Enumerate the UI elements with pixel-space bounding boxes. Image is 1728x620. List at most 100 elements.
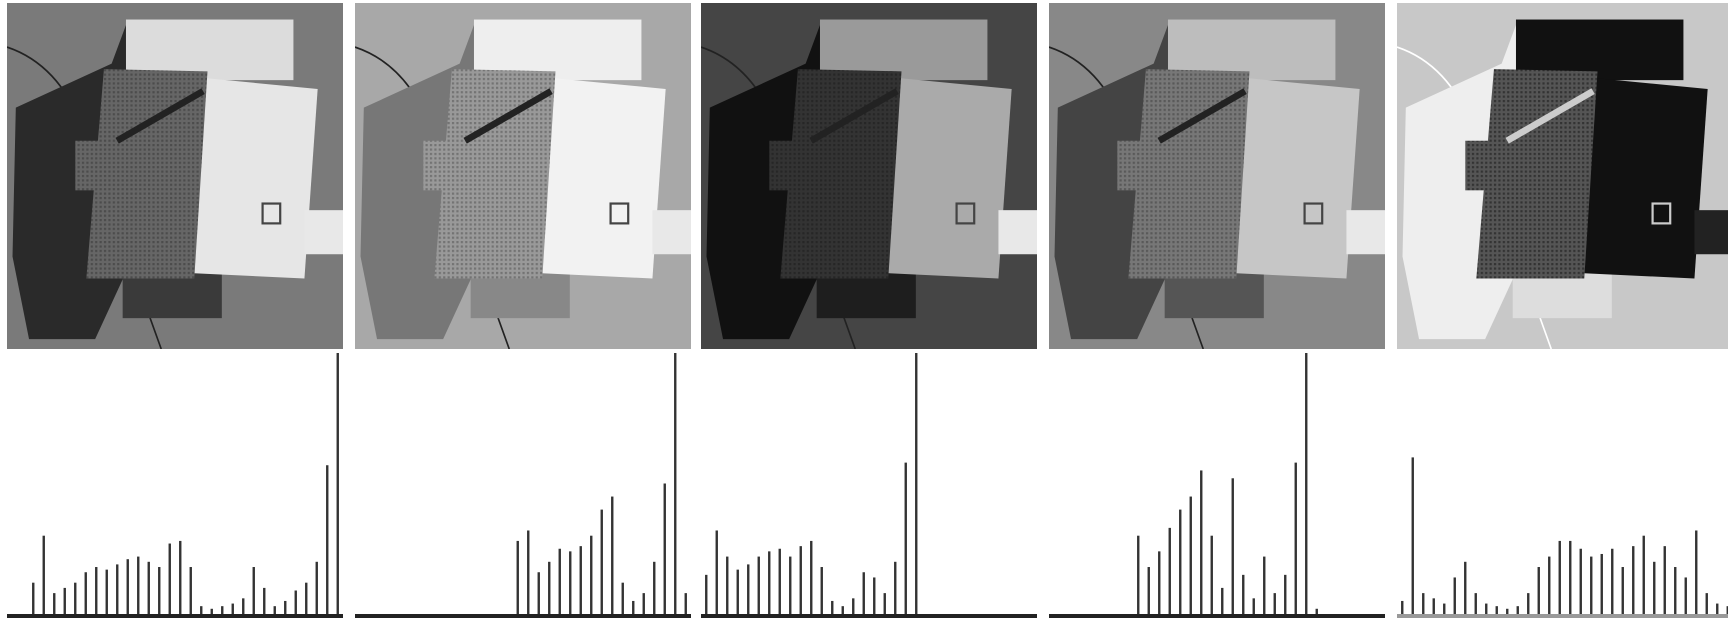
histogram-bar [1401,600,1404,614]
histogram-bar [1189,496,1192,614]
chimney-shadow [1505,88,1595,144]
histogram-bar [294,590,297,614]
histogram-bar [1600,553,1603,614]
histogram-bar [305,582,308,614]
top-roof [819,19,988,81]
driveway [304,210,343,255]
aerial-photo [7,3,343,349]
histogram-bar [126,559,129,614]
histogram-bar [63,587,66,614]
histogram-bar [42,535,45,614]
histogram-bar [1422,593,1425,614]
chimney-shadow [1157,88,1247,144]
aerial-photo [1049,3,1385,349]
histogram-bar [1537,567,1540,614]
histogram-bar [1726,606,1728,614]
histogram-bar [642,593,645,614]
skylight [1651,202,1672,225]
histogram-bar [1506,608,1509,614]
histogram-bar [1252,598,1255,614]
histogram-bar [684,593,687,614]
histogram-bar [1674,567,1677,614]
right-roof [1578,77,1708,279]
histogram-bar [653,561,656,614]
histogram-bar [1579,548,1582,614]
histogram-bar [883,593,886,614]
histogram-bar [336,353,339,614]
left-roof [86,69,208,279]
histogram-bar [726,556,729,614]
histogram-bar [516,540,519,614]
histogram-bar [1705,593,1708,614]
histogram-bar [904,462,907,614]
roof-wing [1465,140,1510,191]
histogram-bar [590,535,593,614]
histogram-bar [1221,587,1224,614]
histogram-bar [284,600,287,614]
roof-wing [75,140,120,191]
left-roof [1128,69,1250,279]
histogram-bar [273,606,276,614]
top-roof [1515,19,1684,81]
histogram-bar [820,567,823,614]
histogram-bar [95,567,98,614]
histogram-bar [778,548,781,614]
histogram-bar [558,548,561,614]
right-roof [536,77,666,279]
histogram-bar [1147,567,1150,614]
histogram-bar [189,567,192,614]
baseline [1397,614,1728,618]
histogram-bar [1168,527,1171,614]
histogram-bar [579,546,582,614]
histogram-bar [1315,608,1318,614]
histogram-bar [116,564,119,614]
histogram-bar [852,598,855,614]
histogram-bar [1548,556,1551,614]
histogram-bar [1495,606,1498,614]
skylight [609,202,630,225]
histogram-bar [1263,556,1266,614]
histogram-bar [810,540,813,614]
histogram-bar [53,593,56,614]
histogram-bar [621,582,624,614]
histogram-bar [1653,561,1656,614]
histogram-bar [210,608,213,614]
histogram-bar [1684,577,1687,614]
histogram-bar [1284,574,1287,614]
top-roof [125,19,294,81]
histogram-bar [200,606,203,614]
histogram-bar [158,567,161,614]
left-roof [780,69,902,279]
histogram-bar [252,567,255,614]
histogram-bar [1137,535,1140,614]
right-roof [1230,77,1360,279]
histogram-bar [873,577,876,614]
histogram-bar [1200,470,1203,614]
histogram-bar [831,600,834,614]
histogram-bar [1621,567,1624,614]
histogram-bar [147,561,150,614]
right-roof [188,77,318,279]
histogram-bar [663,483,666,614]
histogram-bar [1558,540,1561,614]
left-roof [434,69,556,279]
baseline [355,614,691,618]
histogram-bar [1443,603,1446,614]
histogram-bar [1663,546,1666,614]
histogram-bar [231,603,234,614]
histogram-bar [894,561,897,614]
histogram-bar [1158,551,1161,614]
histogram-bar [1516,606,1519,614]
histogram-bar [1527,593,1530,614]
histogram-bar [1590,556,1593,614]
histogram-bar [1231,478,1234,614]
histogram-bar [221,606,224,614]
histogram-bar [1210,535,1213,614]
histogram-bar [32,582,35,614]
histogram-bar [548,561,551,614]
histogram-bar [768,551,771,614]
histogram-bar [326,465,329,614]
histogram-bar [841,606,844,614]
histogram-bar [1474,593,1477,614]
